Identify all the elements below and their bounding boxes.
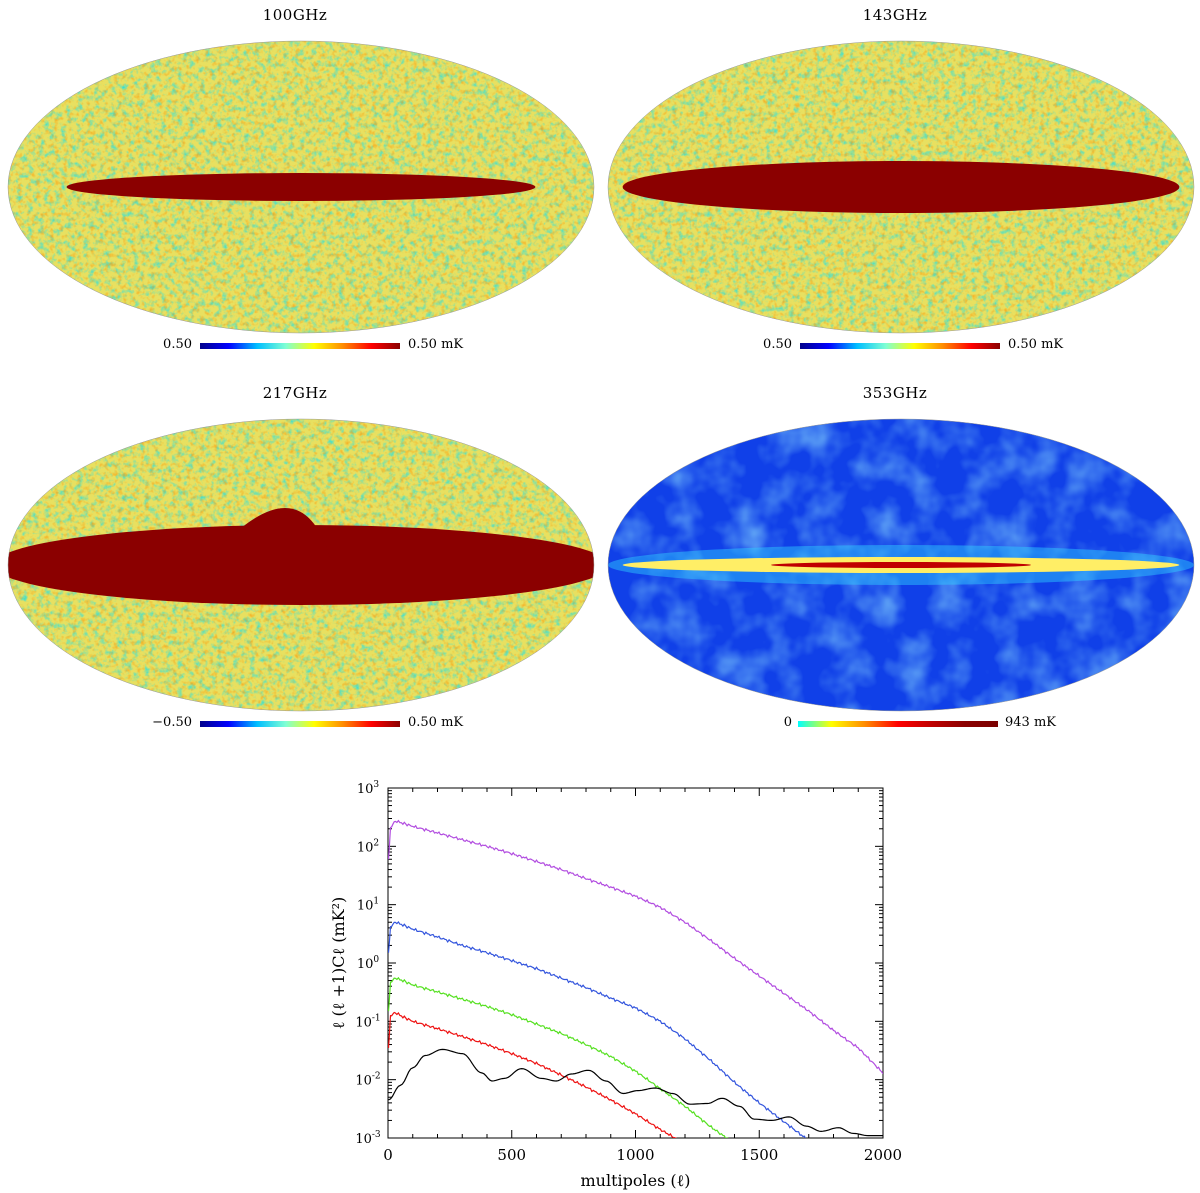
mollweide-map: [607, 40, 1195, 334]
map-title: 100GHz: [262, 6, 328, 24]
map-panel: 100GHz 0.50 0.50 mK: [0, 0, 600, 370]
colorbar-min-label: −0.50: [152, 715, 192, 730]
y-tick-label: 10-3: [355, 1130, 381, 1147]
x-tick-label: 1000: [616, 1146, 654, 1164]
galactic-core: [771, 562, 1031, 568]
x-tick-label: 500: [497, 1146, 526, 1164]
north-polar-spur: [210, 508, 330, 558]
colorbar-min-label: 0.50: [163, 337, 192, 352]
y-axis-label: ℓ (ℓ +1)Cℓ (mK²): [329, 897, 348, 1030]
colorbar-max-label: 0.50 mK: [408, 715, 464, 730]
mollweide-map: [7, 40, 595, 334]
series-line-217ghz: [388, 921, 806, 1138]
colorbar-max-label: 0.50 mK: [408, 337, 464, 352]
map-title: 217GHz: [262, 384, 328, 402]
y-tick-label: 103: [357, 780, 380, 797]
series-line-cmb: [388, 1048, 883, 1137]
colorbar: [798, 721, 998, 727]
y-tick-label: 101: [357, 897, 379, 914]
plot-frame: [387, 787, 884, 1139]
map-title: 353GHz: [862, 384, 928, 402]
colorbar: [200, 721, 400, 727]
map-outline: [607, 418, 1195, 712]
map-panel: 353GHz 0 943 mK: [600, 378, 1200, 748]
x-tick-label: 0: [383, 1146, 393, 1164]
colorbar-max-label: 943 mK: [1005, 715, 1056, 730]
galactic-plane: [622, 161, 1180, 213]
colorbar: [800, 343, 1000, 349]
x-axis-label: multipoles (ℓ): [580, 1171, 690, 1190]
y-tick-label: 102: [357, 838, 379, 855]
y-tick-label: 10-1: [355, 1013, 380, 1030]
x-tick-label: 1500: [740, 1146, 778, 1164]
mollweide-map: [7, 418, 595, 712]
map-outline: [7, 40, 595, 334]
y-tick-label: 10-2: [355, 1072, 380, 1089]
series-line-353ghz: [388, 819, 883, 1075]
colorbar: [200, 343, 400, 349]
mollweide-map: [607, 418, 1195, 712]
colorbar-max-label: 0.50 mK: [1008, 337, 1064, 352]
series-line-143ghz: [388, 976, 729, 1138]
x-tick-label: 2000: [864, 1146, 902, 1164]
colorbar-min-label: 0.50: [763, 337, 792, 352]
galactic-plane: [66, 173, 536, 201]
map-outline: [7, 418, 595, 712]
series-line-100ghz: [388, 1011, 678, 1138]
map-panel: 217GHz −0.50 0.50 mK: [0, 378, 600, 748]
y-tick-label: 100: [357, 955, 380, 972]
galactic-plane: [8, 525, 594, 605]
map-panel: 143GHz 0.50 0.50 mK: [600, 0, 1200, 370]
map-outline: [607, 40, 1195, 334]
colorbar-min-label: 0: [783, 715, 792, 730]
map-title: 143GHz: [862, 6, 928, 24]
